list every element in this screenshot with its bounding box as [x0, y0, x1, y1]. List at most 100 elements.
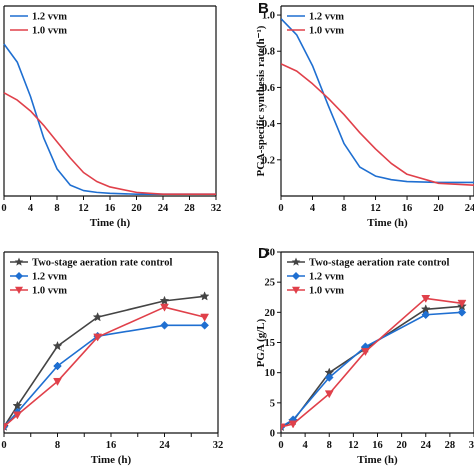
- x-tick-label: 16: [372, 440, 383, 451]
- series-line: [4, 295, 205, 428]
- data-point: [199, 291, 210, 301]
- x-axis-label: Time (h): [367, 217, 408, 229]
- x-tick-label: 8: [327, 440, 332, 451]
- series-1: [281, 307, 467, 432]
- legend-marker: [292, 272, 300, 280]
- y-tick-label: 0.2: [262, 155, 275, 166]
- series-2: [281, 295, 467, 432]
- panel-label: B: [258, 0, 269, 17]
- chart-panel-c: 0 8 16 24 32 Time (h) Two-stage aeration rate …: [1, 251, 224, 466]
- y-tick-label: 30: [265, 248, 276, 259]
- legend-marker: [291, 257, 301, 266]
- data-point: [53, 361, 62, 371]
- data-point: [160, 320, 169, 330]
- legend: Two-stage aeration rate control 1.2 vvm 1.…: [287, 257, 450, 297]
- data-point: [52, 340, 63, 351]
- series-line: [3, 43, 216, 195]
- legend-label: 1.2 vvm: [309, 272, 344, 283]
- y-tick-label: 0.4: [262, 119, 276, 130]
- legend-marker: [15, 286, 23, 294]
- series-line: [4, 306, 205, 428]
- data-point: [288, 420, 298, 429]
- legend-label: 1.2 vvm: [309, 12, 344, 23]
- y-axis-label: PGA-specific synthesis rate(h⁻¹): [255, 25, 267, 176]
- x-tick-label: 0: [1, 440, 6, 451]
- x-tick-label: 0: [1, 203, 6, 214]
- data-point: [457, 307, 467, 317]
- legend-marker: [15, 272, 23, 280]
- series-line: [281, 311, 462, 428]
- chart-panel-d: 0 4 8 12 16 20 24 28 32 Time (h) 0 5 10 15 20 25 30 PGA (…: [255, 245, 474, 466]
- series-line: [3, 92, 216, 195]
- legend-marker: [14, 257, 24, 266]
- x-tick-label: 32: [211, 203, 222, 214]
- y-tick-label: 0.8: [262, 47, 275, 58]
- x-tick-label: 12: [348, 440, 359, 451]
- x-tick-label: 16: [106, 440, 117, 451]
- legend-label: Two-stage aeration rate control: [309, 258, 450, 269]
- legend-marker: [292, 286, 300, 294]
- series-line: [281, 297, 463, 428]
- y-tick-label: 15: [265, 338, 276, 349]
- data-point: [93, 333, 103, 342]
- x-tick-label: 32: [469, 440, 474, 451]
- data-point: [200, 313, 210, 322]
- plot-area: [281, 295, 467, 432]
- x-tick-label: 8: [55, 440, 60, 451]
- legend-label: 1.0 vvm: [309, 26, 344, 37]
- data-point: [160, 303, 169, 312]
- x-tick-label: 8: [341, 203, 346, 214]
- data-point: [159, 295, 170, 306]
- legend-label: 1.2 vvm: [32, 12, 67, 23]
- series-line: [4, 324, 205, 428]
- x-tick-label: 20: [131, 203, 142, 214]
- data-point: [324, 373, 334, 382]
- plot-area: [3, 43, 216, 195]
- series-line: [281, 305, 463, 428]
- x-tick-label: 4: [28, 203, 34, 214]
- data-point: [361, 348, 370, 357]
- x-tick-label: 4: [310, 203, 316, 214]
- data-point: [457, 299, 467, 308]
- legend-label: 1.0 vvm: [32, 26, 67, 37]
- x-tick-label: 28: [445, 440, 456, 451]
- x-tick-label: 0: [278, 203, 283, 214]
- x-tick-label: 16: [402, 203, 413, 214]
- data-point: [421, 295, 431, 303]
- series-0: [4, 291, 210, 431]
- y-axis-label: PGA (g/L): [255, 318, 267, 367]
- legend-label: 1.2 vvm: [32, 272, 67, 283]
- x-tick-label: 28: [184, 203, 195, 214]
- x-tick-label: 24: [421, 440, 432, 451]
- y-tick-label: 0: [270, 429, 275, 440]
- data-point: [12, 411, 22, 420]
- series-1: [4, 320, 209, 432]
- y-tick-label: 1.0: [262, 11, 275, 22]
- x-tick-label: 4: [303, 440, 309, 451]
- legend: 1.2 vvm 1.0 vvm: [287, 12, 344, 37]
- y-tick-label: 10: [265, 368, 276, 379]
- data-point: [4, 423, 9, 432]
- x-tick-label: 32: [213, 440, 224, 451]
- y-tick-label: 0.6: [262, 83, 275, 94]
- x-tick-label: 12: [370, 203, 381, 214]
- series-2: [4, 303, 210, 432]
- x-tick-label: 20: [396, 440, 407, 451]
- chart-panel-a: 0 4 8 12 16 20 24 28 32 Time (h) 1.2 vvm 1.0 vvm: [1, 5, 222, 229]
- series-1: [281, 63, 474, 186]
- x-tick-label: 20: [433, 203, 444, 214]
- x-tick-label: 12: [78, 203, 89, 214]
- x-axis-label: Time (h): [357, 454, 398, 466]
- legend: Two-stage aeration rate control 1.2 vvm 1.…: [10, 257, 173, 297]
- y-tick-label: 20: [265, 308, 276, 319]
- series-1: [3, 92, 216, 195]
- data-point: [200, 320, 209, 330]
- x-tick-label: 8: [54, 203, 59, 214]
- x-axis-label: Time (h): [91, 454, 132, 466]
- x-axis-label: Time (h): [90, 217, 131, 229]
- legend: 1.2 vvm 1.0 vvm: [10, 12, 67, 37]
- series-0: [3, 43, 216, 195]
- series-line: [281, 18, 474, 184]
- series-line: [281, 63, 474, 186]
